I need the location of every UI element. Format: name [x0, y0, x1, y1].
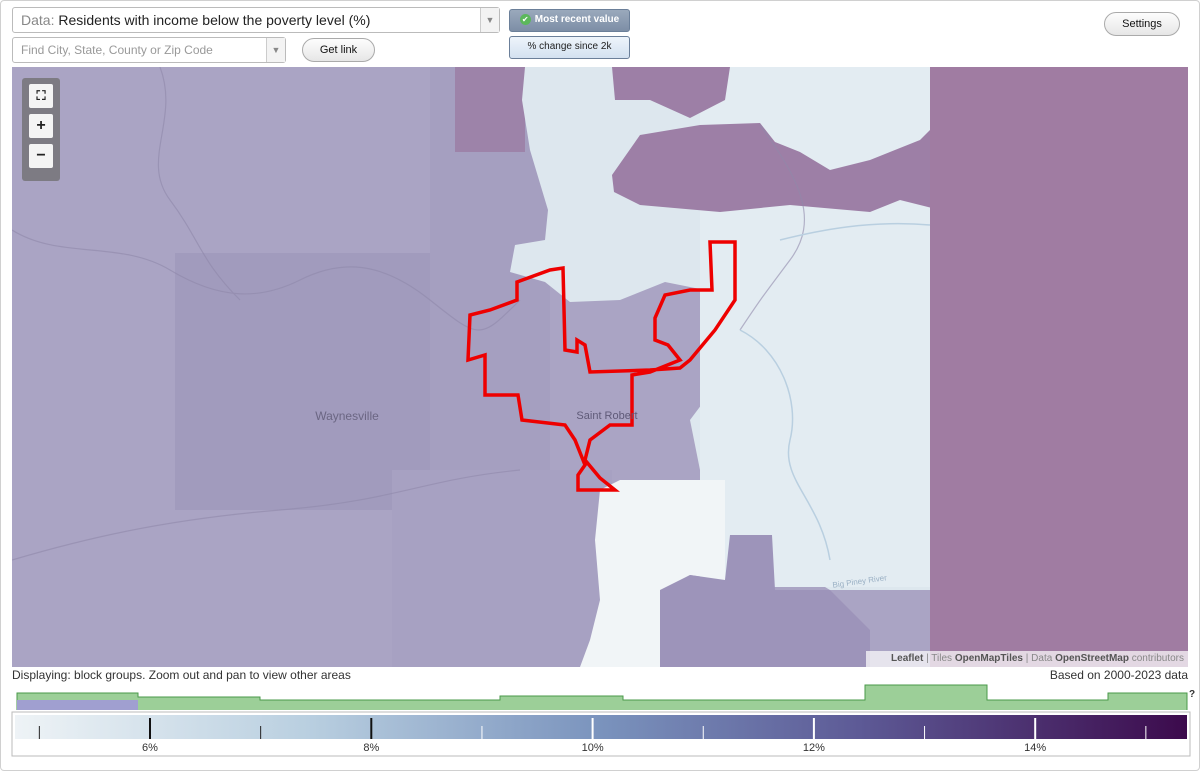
histogram [16, 684, 1188, 710]
legend-tick-label: 10% [582, 742, 604, 754]
get-link-button[interactable]: Get link [302, 38, 375, 62]
data-select[interactable]: Data: Residents with income below the po… [12, 7, 500, 33]
attribution-part: contributors [1131, 653, 1184, 664]
search-placeholder: Find City, State, County or Zip Code [21, 43, 213, 57]
legend-tick-label: 6% [142, 742, 158, 754]
attribution-part: Tiles [931, 653, 953, 664]
zoom-control: ⛶ + − [22, 78, 60, 181]
rivers [12, 67, 805, 561]
region [930, 67, 1188, 667]
region [455, 67, 525, 152]
region [612, 120, 940, 212]
current-bin [17, 700, 138, 710]
help-icon[interactable]: ? [1189, 689, 1195, 700]
attribution-part: | [926, 653, 929, 664]
attribution-part[interactable]: OpenStreetMap [1055, 653, 1129, 664]
legend-tick-label: 12% [803, 742, 825, 754]
zoom-out[interactable]: − [29, 144, 53, 168]
search-box[interactable]: Find City, State, County or Zip Code ▼ [12, 37, 286, 63]
attribution: Leaflet | Tiles OpenMapTiles | Data Open… [866, 651, 1188, 667]
data-label: Data: [21, 12, 55, 28]
settings-button[interactable]: Settings [1104, 12, 1180, 36]
select-arrow: ▼ [480, 8, 499, 32]
region [580, 480, 725, 667]
map-svg: Waynesville Saint Robert Big Piney River [12, 67, 1188, 667]
region [660, 535, 870, 667]
fit-button[interactable]: ⛶ [29, 84, 53, 108]
zoom-in[interactable]: + [29, 114, 53, 138]
legend-tick-label: 14% [1024, 742, 1046, 754]
legend: ? 6% 8% 10% 12% 14% [11, 684, 1195, 757]
attribution-part[interactable]: OpenMapTiles [954, 653, 1023, 664]
place-label: Saint Robert [576, 410, 637, 422]
color-ramp [15, 715, 1187, 739]
status-right: Based on 2000-2023 data [1049, 668, 1188, 682]
streams [739, 222, 931, 561]
legend-tick-label: 8% [363, 742, 379, 754]
region [392, 470, 612, 667]
search-arrow: ▼ [266, 38, 285, 62]
city-boundary [466, 240, 737, 492]
legend-ticks: 6% 8% 10% 12% 14% [38, 718, 1147, 754]
toggle-recent-label: Most recent value [534, 14, 620, 25]
data-value: Residents with income below the poverty … [58, 12, 371, 28]
check-icon: ✔ [519, 14, 531, 25]
toggle-change[interactable]: % change since 2k [509, 36, 630, 59]
region [612, 67, 730, 118]
place-label: Waynesville [315, 409, 379, 423]
region [175, 253, 430, 510]
map[interactable]: Waynesville Saint Robert Big Piney River [12, 67, 1188, 667]
attribution-part: | [1025, 653, 1029, 664]
status-left: Displaying: block groups. Zoom out and p… [12, 668, 351, 682]
toggle-recent[interactable]: ✔ Most recent value [509, 9, 630, 32]
attribution-part: Data [1031, 653, 1053, 664]
attribution-part[interactable]: Leaflet [891, 653, 924, 664]
